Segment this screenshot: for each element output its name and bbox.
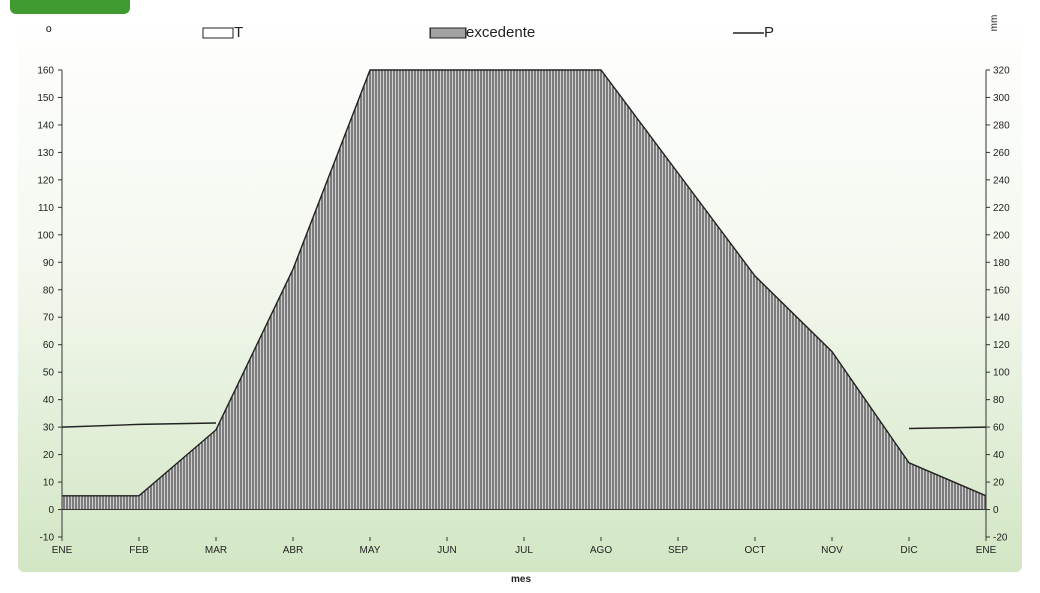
x-tick-label: ENE bbox=[976, 545, 997, 556]
right-axis-label: mm bbox=[989, 15, 1000, 32]
left-tick-label: 60 bbox=[43, 340, 55, 351]
x-tick-label: NOV bbox=[821, 545, 843, 556]
left-axis-label: º bbox=[46, 24, 52, 41]
left-tick-label: 110 bbox=[38, 203, 54, 214]
left-tick-label: 20 bbox=[43, 450, 55, 461]
plot-area bbox=[61, 69, 987, 510]
left-tick-label: 100 bbox=[37, 230, 54, 241]
excedente-area bbox=[62, 70, 986, 510]
x-tick-label: AGO bbox=[590, 545, 612, 556]
left-tick-label: 140 bbox=[37, 120, 54, 131]
x-tick-label: JUN bbox=[437, 545, 456, 556]
right-tick-label: 20 bbox=[993, 478, 1005, 489]
x-tick-label: FEB bbox=[129, 545, 149, 556]
t-series-line bbox=[61, 422, 217, 428]
t-series-line bbox=[908, 426, 987, 430]
right-tick-label: 80 bbox=[993, 395, 1005, 406]
right-tick-label: 60 bbox=[993, 423, 1005, 434]
legend: º T excedente P mm bbox=[46, 15, 1000, 41]
right-tick-label: 40 bbox=[993, 450, 1005, 461]
right-tick-label: 100 bbox=[993, 368, 1010, 379]
left-tick-label: 70 bbox=[43, 313, 55, 324]
left-tick-label: 120 bbox=[37, 175, 54, 186]
right-tick-label: 160 bbox=[993, 285, 1010, 296]
x-tick-label: DIC bbox=[900, 545, 917, 556]
x-tick-label: SEP bbox=[668, 545, 688, 556]
right-tick-label: 320 bbox=[993, 66, 1010, 77]
right-tick-label: 220 bbox=[993, 203, 1010, 214]
left-tick-label: 160 bbox=[37, 66, 54, 77]
x-tick-label: MAR bbox=[205, 545, 227, 556]
x-tick-label: ABR bbox=[283, 545, 304, 556]
legend-label-p: P bbox=[764, 24, 774, 41]
right-tick-label: 280 bbox=[993, 120, 1010, 131]
right-tick-label: 260 bbox=[993, 148, 1010, 159]
left-tick-label: 90 bbox=[43, 258, 55, 269]
left-tick-label: -10 bbox=[40, 533, 55, 544]
x-tick-label: OCT bbox=[744, 545, 765, 556]
axes: -10 0 10 20 30 40 50 60 70 80 90 100 110 120 130 140 150… bbox=[37, 66, 1010, 557]
left-tick-label: 40 bbox=[43, 395, 55, 406]
right-tick-label: 200 bbox=[993, 230, 1010, 241]
header-badge bbox=[10, 0, 130, 14]
x-axis-title: mes bbox=[511, 574, 531, 585]
left-tick-label: 30 bbox=[43, 423, 55, 434]
left-tick-label: 0 bbox=[48, 505, 54, 516]
left-tick-label: 50 bbox=[43, 368, 55, 379]
right-tick-label: 240 bbox=[993, 175, 1010, 186]
left-tick-label: 130 bbox=[37, 148, 54, 159]
legend-swatch-t bbox=[202, 27, 234, 39]
legend-label-excedente: excedente bbox=[466, 24, 535, 41]
right-tick-label: 300 bbox=[993, 93, 1010, 104]
right-tick-label: 180 bbox=[993, 258, 1010, 269]
x-tick-label: MAY bbox=[360, 545, 381, 556]
left-tick-label: 150 bbox=[37, 93, 54, 104]
right-tick-label: 140 bbox=[993, 313, 1010, 324]
right-tick-label: 0 bbox=[993, 505, 999, 516]
right-tick-label: 120 bbox=[993, 340, 1010, 351]
x-tick-label: ENE bbox=[52, 545, 73, 556]
p-series-line bbox=[62, 69, 987, 497]
right-tick-label: -20 bbox=[993, 533, 1008, 544]
legend-swatch-excedente bbox=[429, 27, 467, 39]
left-tick-label: 80 bbox=[43, 285, 55, 296]
left-tick-label: 10 bbox=[43, 478, 55, 489]
legend-label-t: T bbox=[234, 24, 243, 41]
x-tick-label: JUL bbox=[515, 545, 533, 556]
